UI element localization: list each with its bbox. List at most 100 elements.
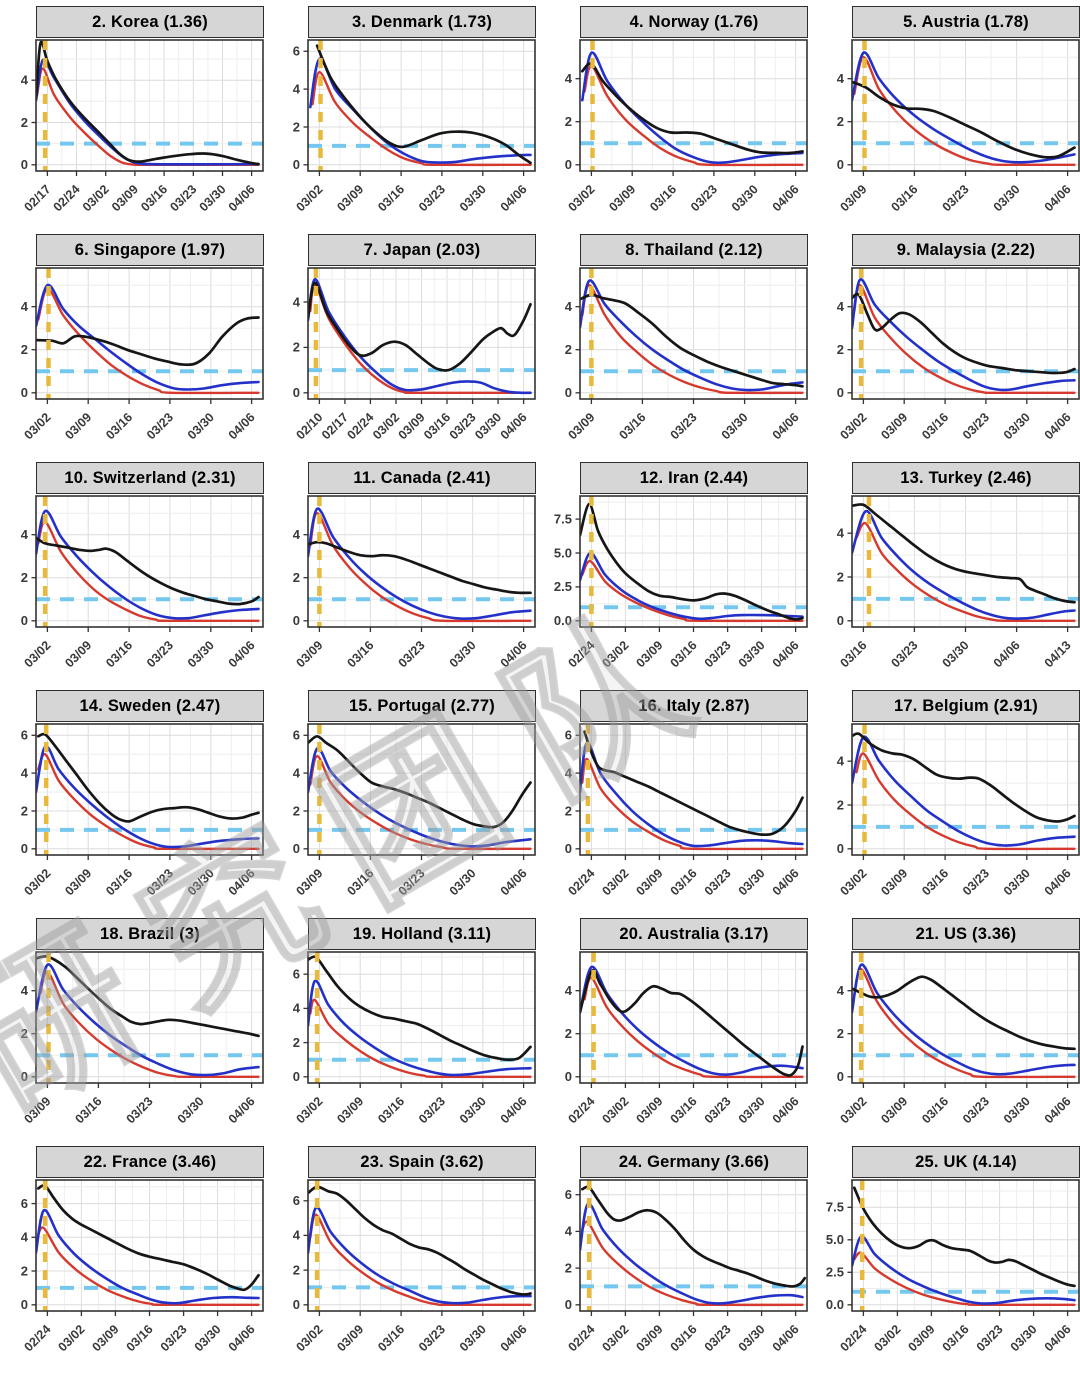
svg-text:4: 4: [565, 1224, 573, 1239]
svg-text:03/30: 03/30: [175, 1094, 207, 1126]
blue-series: [580, 279, 804, 392]
svg-text:4: 4: [21, 983, 29, 998]
svg-text:2: 2: [837, 114, 844, 129]
svg-text:04/06: 04/06: [1042, 182, 1074, 214]
svg-text:03/09: 03/09: [334, 1322, 366, 1354]
svg-text:0: 0: [565, 157, 572, 172]
svg-text:0: 0: [21, 157, 28, 172]
svg-text:6: 6: [293, 728, 300, 743]
svg-text:03/23: 03/23: [702, 1094, 734, 1126]
facet-strip-title: 18. Brazil (3): [36, 918, 264, 950]
red-series: [37, 752, 260, 851]
svg-text:03/16: 03/16: [138, 182, 170, 214]
svg-text:4: 4: [837, 983, 845, 998]
svg-text:03/30: 03/30: [1001, 866, 1033, 898]
svg-text:03/16: 03/16: [919, 1094, 951, 1126]
svg-text:03/16: 03/16: [838, 638, 870, 670]
svg-text:03/02: 03/02: [80, 182, 112, 214]
facet-panel-20: 20. Australia (3.17) 0 2 4 02/24 03/02 03/09 03…: [548, 918, 814, 1142]
svg-text:03/23: 03/23: [974, 1322, 1006, 1354]
facet-strip-title: 8. Thailand (2.12): [580, 234, 808, 266]
svg-text:03/30: 03/30: [729, 182, 761, 214]
svg-text:6: 6: [21, 728, 28, 743]
svg-text:03/23: 03/23: [960, 410, 992, 442]
svg-text:2: 2: [565, 342, 572, 357]
blue-series: [852, 963, 1076, 1076]
svg-text:04/06: 04/06: [498, 182, 530, 214]
svg-text:6: 6: [21, 1196, 28, 1211]
black-series: [852, 1186, 1076, 1288]
svg-text:04/06: 04/06: [226, 638, 258, 670]
blue-series: [308, 979, 532, 1077]
svg-text:03/23: 03/23: [396, 638, 428, 670]
facet-plot: 0 2 4 03/09 03/16 03/23 03/30 04/06: [565, 267, 808, 442]
facet-strip-title: 23. Spain (3.62): [308, 1146, 536, 1178]
svg-text:03/02: 03/02: [838, 410, 870, 442]
facet-panel-16: 16. Italy (2.87) 0 2 4 6 02/24 03/02 03/09 03/16…: [548, 690, 814, 914]
svg-text:03/16: 03/16: [668, 638, 700, 670]
svg-text:03/16: 03/16: [668, 1094, 700, 1126]
svg-text:03/23: 03/23: [416, 1094, 448, 1126]
black-series: [580, 1185, 807, 1288]
red-series: [37, 287, 260, 395]
svg-text:4: 4: [837, 299, 845, 314]
svg-text:04/06: 04/06: [226, 866, 258, 898]
black-series: [580, 969, 804, 1077]
svg-text:03/02: 03/02: [600, 1094, 632, 1126]
facet-strip-title: 11. Canada (2.41): [308, 462, 536, 494]
facet-panel-24: 24. Germany (3.66) 0 2 4 6 02/24 03/02 03/09 03/…: [548, 1146, 814, 1370]
red-series: [581, 1220, 804, 1307]
svg-text:2: 2: [21, 570, 28, 585]
facet-plot: 0 2 4 6 02/24 03/02 03/09 03/16 03/23 03/30 04/06: [565, 1179, 808, 1354]
facet-strip-title: 20. Australia (3.17): [580, 918, 808, 950]
svg-text:6: 6: [565, 728, 572, 743]
svg-text:03/23: 03/23: [416, 182, 448, 214]
svg-text:03/16: 03/16: [919, 410, 951, 442]
svg-text:4: 4: [565, 71, 573, 86]
svg-text:03/02: 03/02: [600, 1322, 632, 1354]
svg-text:03/02: 03/02: [370, 410, 402, 442]
facet-strip-title: 19. Holland (3.11): [308, 918, 536, 950]
facet-strip-title: 25. UK (4.14): [852, 1146, 1080, 1178]
svg-text:04/06: 04/06: [226, 1322, 258, 1354]
svg-text:03/16: 03/16: [375, 1322, 407, 1354]
facet-plot: 0 2 4 03/02 03/09 03/16 03/23 03/30 04/06: [837, 723, 1080, 898]
facet-strip-title: 9. Malaysia (2.22): [852, 234, 1080, 266]
svg-text:0: 0: [293, 385, 300, 400]
red-series: [37, 1226, 260, 1307]
svg-text:03/02: 03/02: [294, 182, 326, 214]
facet-panel-9: 9. Malaysia (2.22) 0 2 4 03/02 03/09 03/16 03/2…: [820, 234, 1080, 458]
svg-text:03/23: 03/23: [702, 638, 734, 670]
svg-text:03/16: 03/16: [668, 1322, 700, 1354]
blue-series: [852, 735, 1076, 847]
svg-text:03/16: 03/16: [345, 638, 377, 670]
svg-text:4: 4: [293, 1001, 301, 1016]
facet-panel-21: 21. US (3.36) 0 2 4 03/02 03/09 03/16 03/23 03/3…: [820, 918, 1080, 1142]
svg-text:2: 2: [21, 803, 28, 818]
svg-text:03/23: 03/23: [144, 638, 176, 670]
facet-plot: 0 2 4 02/24 03/02 03/09 03/16 03/23 03/30 04/06: [565, 951, 808, 1126]
svg-text:03/09: 03/09: [334, 1094, 366, 1126]
svg-text:2: 2: [565, 803, 572, 818]
black-series: [36, 732, 260, 823]
svg-text:4: 4: [293, 294, 301, 309]
svg-text:03/23: 03/23: [702, 1322, 734, 1354]
svg-text:03/16: 03/16: [345, 866, 377, 898]
svg-text:2: 2: [837, 1026, 844, 1041]
svg-text:03/30: 03/30: [736, 1094, 768, 1126]
svg-text:2: 2: [293, 1262, 300, 1277]
svg-text:04/06: 04/06: [498, 1094, 530, 1126]
facet-panel-19: 19. Holland (3.11) 0 2 4 6 03/02 03/09 03/16 03/…: [276, 918, 542, 1142]
facet-strip-title: 14. Sweden (2.47): [36, 690, 264, 722]
svg-text:0: 0: [21, 1069, 28, 1084]
red-series: [309, 998, 532, 1079]
svg-text:03/30: 03/30: [197, 182, 229, 214]
svg-text:03/23: 03/23: [144, 410, 176, 442]
svg-text:0: 0: [293, 1069, 300, 1084]
facet-grid: 2. Korea (1.36) 0 2 4 02/17 02/24 03/02 03/09 03…: [4, 6, 1080, 1370]
svg-text:0: 0: [293, 613, 300, 628]
svg-text:03/16: 03/16: [940, 1322, 972, 1354]
svg-text:03/09: 03/09: [906, 1322, 938, 1354]
svg-text:03/16: 03/16: [103, 638, 135, 670]
svg-text:02/24: 02/24: [51, 182, 83, 214]
